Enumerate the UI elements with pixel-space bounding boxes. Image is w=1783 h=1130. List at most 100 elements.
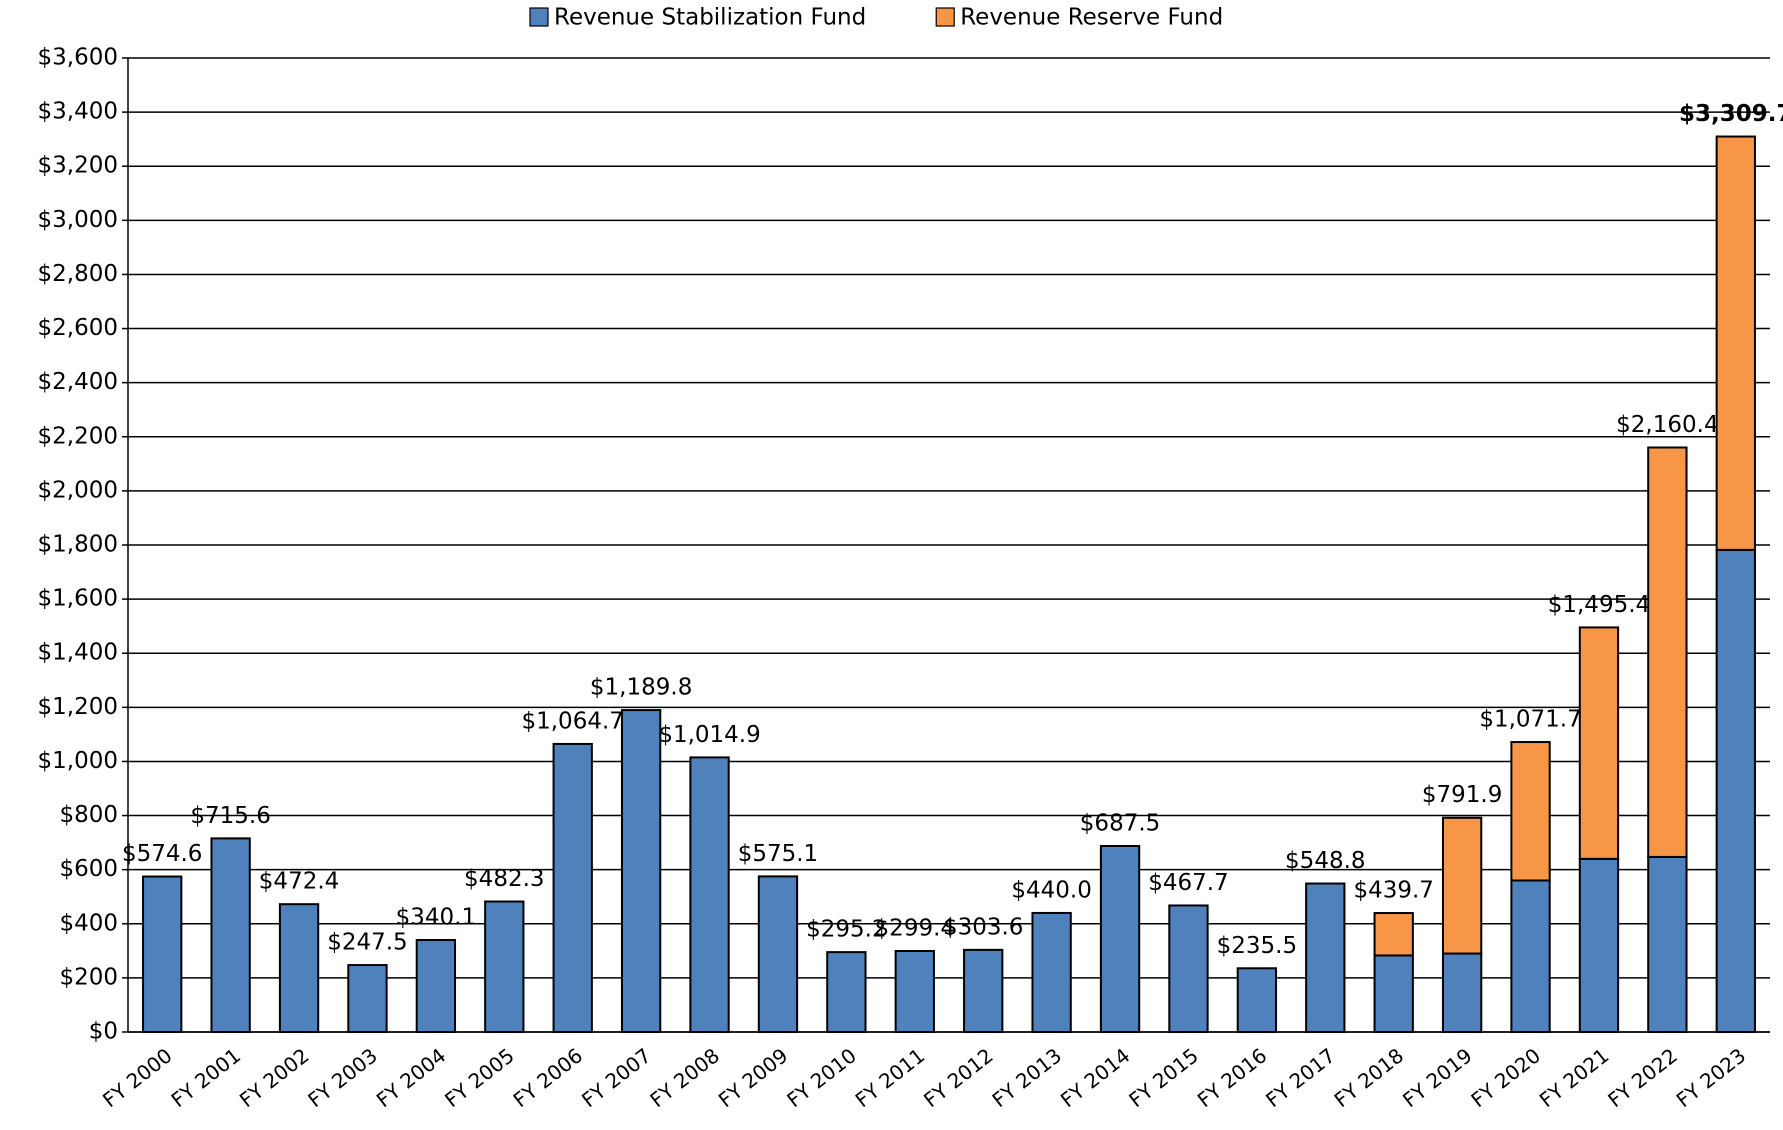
- y-tick-label: $3,400: [38, 99, 118, 125]
- total-label: $1,189.8: [590, 675, 692, 701]
- total-label: $299.4: [875, 915, 955, 941]
- y-tick-label: $2,400: [38, 369, 118, 395]
- y-tick-label: $1,600: [38, 586, 118, 612]
- legend-label: Revenue Reserve Fund: [960, 5, 1223, 31]
- x-tick-label: FY 2022: [1603, 1043, 1682, 1112]
- total-label: $235.5: [1217, 933, 1297, 959]
- y-tick-label: $0: [89, 1019, 118, 1045]
- bar: [347, 964, 388, 1033]
- bar: [894, 949, 935, 1033]
- bar: [1578, 857, 1620, 1033]
- x-tick-label: FY 2010: [782, 1043, 861, 1112]
- y-tick-label: $1,000: [38, 748, 118, 774]
- bar: [1715, 135, 1756, 551]
- bar: [1031, 911, 1072, 1034]
- y-tick-label: $3,600: [38, 45, 118, 71]
- y-tick-label: $1,200: [38, 694, 118, 720]
- y-tick-label: $2,200: [38, 423, 118, 449]
- x-tick-label: FY 2023: [1672, 1043, 1751, 1112]
- bar: [1168, 904, 1209, 1034]
- bar: [1373, 912, 1414, 957]
- x-tick-label: FY 2014: [1056, 1043, 1135, 1112]
- total-label: $575.1: [738, 841, 818, 867]
- x-tick-label: FY 2001: [166, 1043, 245, 1112]
- total-label: $1,014.9: [658, 722, 760, 748]
- total-label: $439.7: [1353, 878, 1433, 904]
- bar: [757, 875, 799, 1033]
- total-label: $482.3: [464, 866, 544, 892]
- total-label: $548.8: [1285, 848, 1365, 874]
- total-label: $3,309.7: [1679, 101, 1783, 127]
- y-tick-label: $2,600: [38, 315, 118, 341]
- bar: [689, 756, 730, 1033]
- x-tick-label: FY 2012: [919, 1043, 998, 1112]
- total-label: $574.6: [122, 841, 202, 867]
- x-tick-label: FY 2019: [1398, 1043, 1477, 1112]
- total-label: $1,071.7: [1479, 707, 1581, 733]
- bar: [1099, 844, 1141, 1033]
- total-label: $791.9: [1422, 782, 1502, 808]
- bar: [1441, 952, 1483, 1033]
- bar: [210, 837, 251, 1033]
- bar: [826, 951, 867, 1034]
- bar: [963, 948, 1004, 1033]
- bar: [620, 709, 662, 1034]
- x-tick-label: FY 2011: [851, 1043, 930, 1112]
- bar: [1647, 855, 1688, 1033]
- y-tick-label: $2,000: [38, 477, 118, 503]
- x-tick-label: FY 2007: [577, 1043, 656, 1112]
- total-label: $1,064.7: [521, 708, 623, 734]
- total-label: $467.7: [1148, 870, 1228, 896]
- bar: [1236, 967, 1278, 1034]
- bar: [278, 903, 320, 1034]
- bar: [415, 938, 457, 1034]
- x-tick-label: FY 2008: [645, 1043, 724, 1112]
- x-tick-label: FY 2021: [1535, 1043, 1614, 1112]
- bar: [1647, 446, 1688, 858]
- bar: [1578, 626, 1620, 860]
- bar: [142, 875, 183, 1033]
- x-tick-label: FY 2017: [1261, 1043, 1340, 1112]
- bar: [1715, 548, 1756, 1033]
- bar: [1305, 882, 1346, 1033]
- bar: [552, 742, 593, 1033]
- x-tick-label: FY 2015: [1124, 1043, 1203, 1112]
- y-tick-label: $3,000: [38, 207, 118, 233]
- y-tick-label: $200: [59, 964, 118, 990]
- y-tick-label: $400: [59, 910, 118, 936]
- total-label: $295.2: [806, 917, 886, 943]
- total-label: $1,495.4: [1548, 592, 1650, 618]
- bar: [1373, 954, 1414, 1034]
- x-tick-label: FY 2006: [509, 1043, 588, 1112]
- x-tick-label: FY 2005: [440, 1043, 519, 1112]
- x-tick-label: FY 2020: [1466, 1043, 1545, 1112]
- y-tick-label: $3,200: [38, 153, 118, 179]
- x-tick-label: FY 2018: [1330, 1043, 1409, 1112]
- bar: [484, 900, 525, 1033]
- legend-swatch: [529, 7, 549, 27]
- total-label: $247.5: [327, 930, 407, 956]
- legend-swatch: [935, 7, 955, 27]
- total-label: $687.5: [1080, 810, 1160, 836]
- x-tick-label: FY 2003: [303, 1043, 382, 1112]
- x-tick-label: FY 2013: [987, 1043, 1066, 1112]
- y-tick-label: $600: [59, 856, 118, 882]
- x-tick-label: FY 2004: [372, 1043, 451, 1112]
- total-label: $340.1: [396, 904, 476, 930]
- total-label: $303.6: [943, 914, 1023, 940]
- x-tick-label: FY 2016: [1193, 1043, 1272, 1112]
- bar: [1510, 741, 1551, 882]
- x-tick-label: FY 2000: [98, 1043, 177, 1112]
- y-tick-label: $1,800: [38, 532, 118, 558]
- bar: [1441, 816, 1483, 955]
- x-tick-label: FY 2002: [235, 1043, 314, 1112]
- y-tick-label: $1,400: [38, 640, 118, 666]
- total-label: $2,160.4: [1616, 412, 1718, 438]
- bar: [1510, 879, 1551, 1033]
- total-label: $472.4: [259, 869, 339, 895]
- total-label: $440.0: [1011, 877, 1091, 903]
- y-tick-label: $800: [59, 802, 118, 828]
- y-tick-label: $2,800: [38, 261, 118, 287]
- x-tick-label: FY 2009: [714, 1043, 793, 1112]
